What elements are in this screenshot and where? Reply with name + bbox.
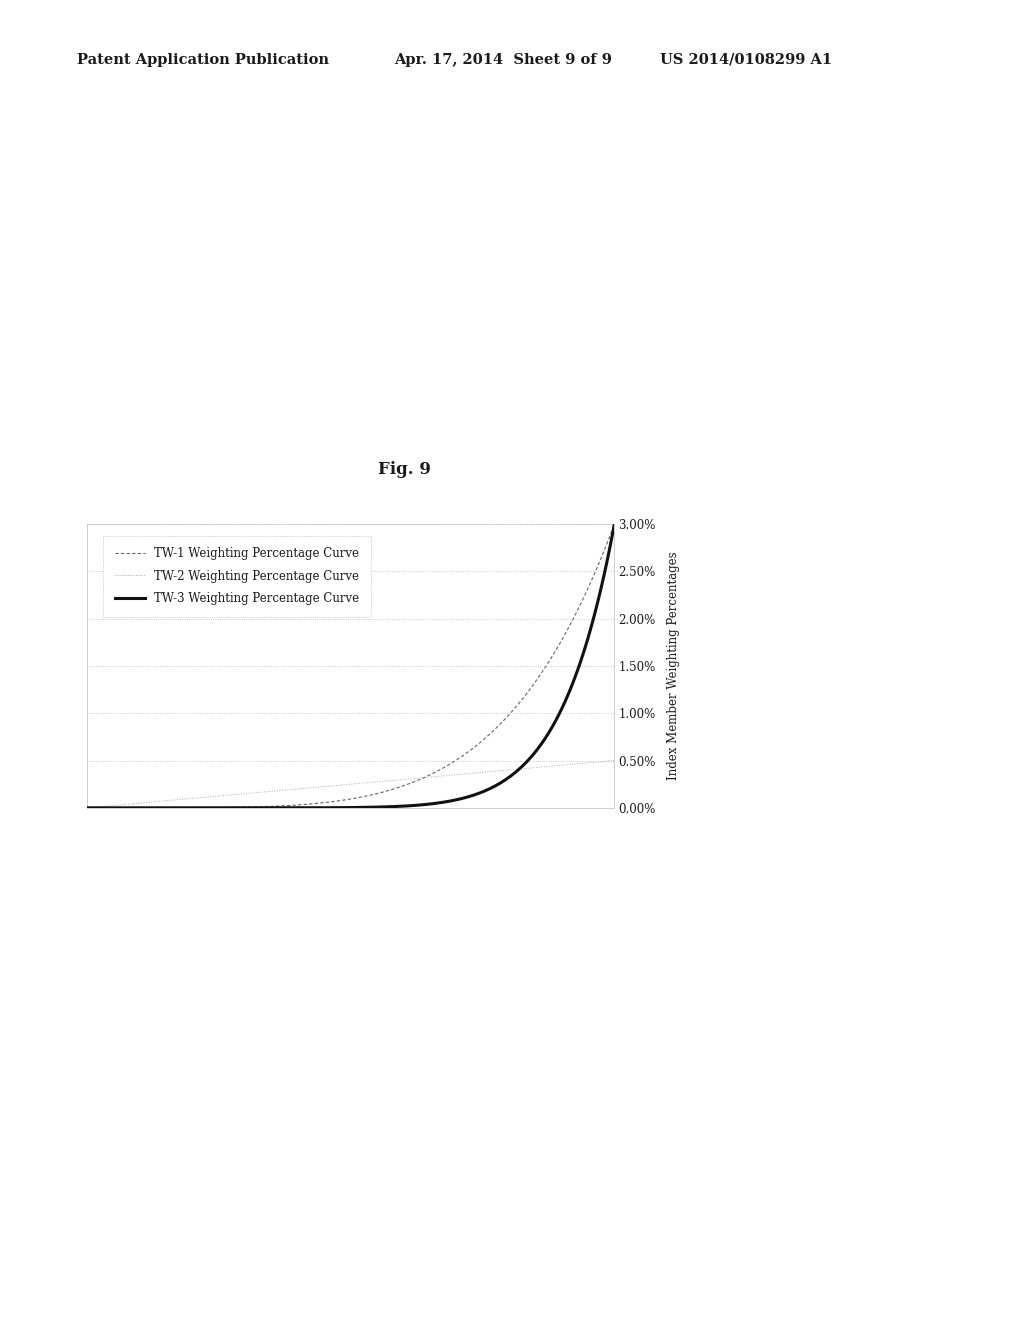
Text: Fig. 9: Fig. 9: [378, 461, 431, 478]
Text: US 2014/0108299 A1: US 2014/0108299 A1: [660, 53, 833, 67]
Legend: TW-1 Weighting Percentage Curve, TW-2 Weighting Percentage Curve, TW-3 Weighting: TW-1 Weighting Percentage Curve, TW-2 We…: [103, 536, 371, 618]
Text: Apr. 17, 2014  Sheet 9 of 9: Apr. 17, 2014 Sheet 9 of 9: [394, 53, 612, 67]
Y-axis label: Index Member Weighting Percentages: Index Member Weighting Percentages: [667, 552, 680, 780]
Text: Patent Application Publication: Patent Application Publication: [77, 53, 329, 67]
